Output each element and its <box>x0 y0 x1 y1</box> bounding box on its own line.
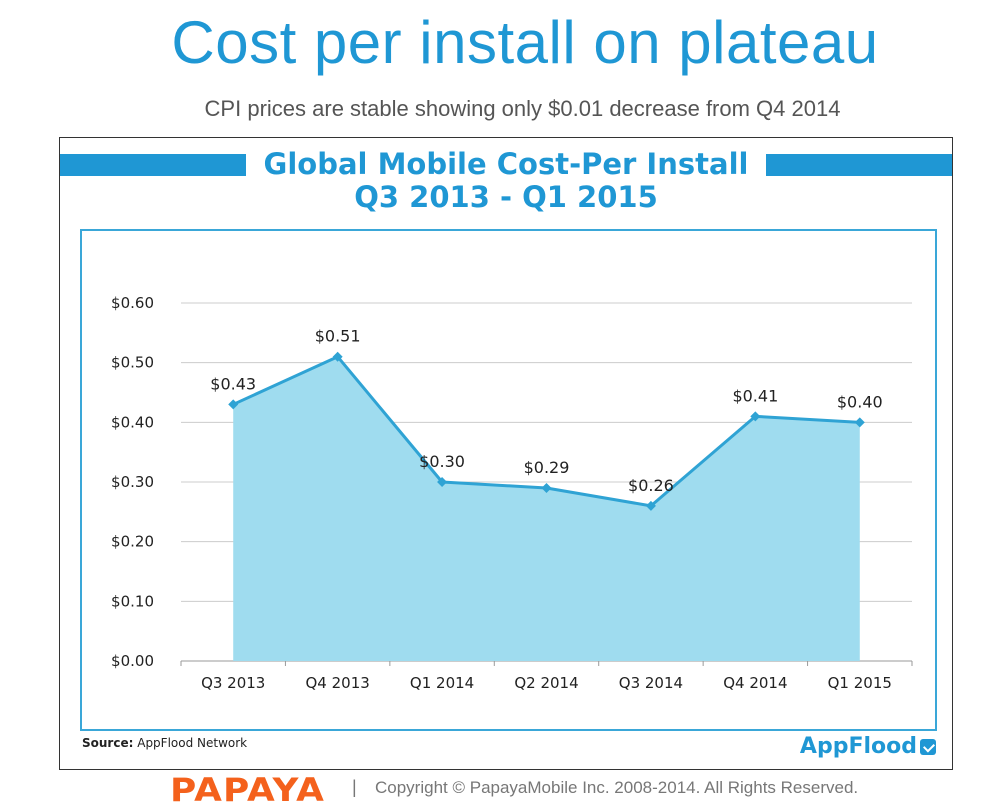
data-point <box>437 477 448 487</box>
plot-area: $0.00 $0.10 $0.20 $0.30 $0.40 $0.50 $0.60 $0.43… <box>80 229 937 731</box>
y-tick-label: $0.00 <box>111 652 154 670</box>
data-label: $0.40 <box>837 392 883 411</box>
x-tick-label: Q2 2014 <box>514 674 578 692</box>
footer: PAPAYA | Copyright © PapayaMobile Inc. 2… <box>0 770 1000 809</box>
y-tick-label: $0.20 <box>111 533 154 551</box>
data-label: $0.26 <box>628 476 674 495</box>
y-tick-label: $0.30 <box>111 473 154 491</box>
appflood-logo-icon <box>920 738 936 755</box>
title-band-right <box>766 154 952 176</box>
y-tick-label: $0.10 <box>111 592 154 610</box>
data-label: $0.29 <box>524 458 570 477</box>
series-area <box>233 356 860 661</box>
slide-title: Cost per install on plateau <box>171 9 879 76</box>
data-label: $0.30 <box>419 452 465 471</box>
papaya-logo: PAPAYA <box>170 771 325 809</box>
x-tick-label: Q4 2013 <box>305 674 369 692</box>
cpi-area-chart: $0.00 $0.10 $0.20 $0.30 $0.40 $0.50 $0.60 $0.43… <box>111 294 913 692</box>
copyright-text: Copyright © PapayaMobile Inc. 2008-2014.… <box>375 778 859 797</box>
chart-panel: Global Mobile Cost-Per Install Q3 2013 -… <box>59 137 953 770</box>
source-note: Source: AppFlood Network <box>82 736 247 750</box>
appflood-logo: AppFlood <box>800 734 936 759</box>
y-tick-label: $0.60 <box>111 294 154 312</box>
data-point <box>645 500 656 511</box>
chart-title-line2: Q3 2013 - Q1 2015 <box>354 180 658 214</box>
data-point <box>228 399 239 410</box>
x-tick-label: Q3 2013 <box>201 674 265 692</box>
source-label: Source: <box>82 736 134 750</box>
appflood-logo-text: AppFlood <box>799 734 917 759</box>
x-tick-label: Q1 2014 <box>410 674 474 692</box>
data-label: $0.51 <box>315 327 361 346</box>
chart-title: Global Mobile Cost-Per Install Q3 2013 -… <box>246 148 766 214</box>
x-tick-label: Q4 2014 <box>723 674 787 692</box>
source-value: AppFlood Network <box>137 736 248 750</box>
footer-separator: | <box>352 777 357 797</box>
y-tick-label: $0.50 <box>111 354 154 372</box>
x-tick-label: Q1 2015 <box>828 674 892 692</box>
data-point <box>332 351 343 362</box>
chart-title-line1: Global Mobile Cost-Per Install <box>263 147 749 181</box>
data-point <box>750 411 761 422</box>
title-band-left <box>60 154 246 176</box>
slide-subtitle: CPI prices are stable showing only $0.01… <box>204 96 841 121</box>
x-tick-label: Q3 2014 <box>619 674 683 692</box>
data-label: $0.41 <box>732 386 778 405</box>
data-label: $0.43 <box>210 374 256 393</box>
data-point <box>854 417 865 428</box>
data-point <box>541 482 552 493</box>
y-tick-label: $0.40 <box>111 413 154 431</box>
